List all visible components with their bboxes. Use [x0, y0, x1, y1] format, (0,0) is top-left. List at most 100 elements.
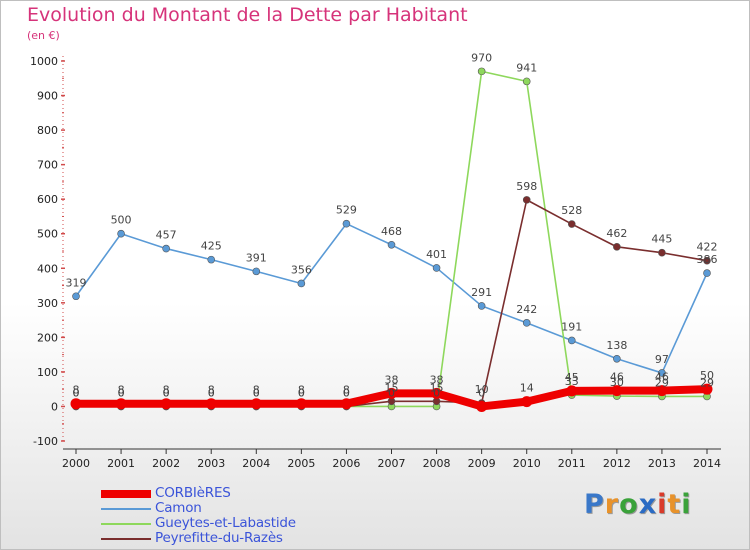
data-point-gueytes-et-labastide [477, 67, 486, 76]
data-label-corbi-res: 8 [343, 384, 350, 397]
data-label-peyrefitte-du-raz-s: 0 [163, 386, 170, 399]
data-point-camon [252, 267, 261, 276]
data-point-corbi-res [115, 398, 127, 410]
data-label-camon: 386 [697, 253, 718, 266]
legend-label-corbieres: CORBIèRES [155, 485, 231, 501]
data-point-camon [297, 279, 306, 288]
x-tick-label: 2008 [423, 457, 451, 470]
y-tick-label: 100 [37, 366, 58, 379]
y-tick-label: 300 [37, 297, 58, 310]
data-point-camon [387, 240, 396, 249]
data-label-peyrefitte-du-raz-s: 0 [118, 386, 125, 399]
logo-letter: t [667, 489, 682, 520]
data-label-camon: 401 [426, 248, 447, 261]
data-label-corbi-res: 14 [520, 382, 534, 395]
data-point-camon [207, 255, 216, 264]
data-label-gueytes-et-labastide: 29 [700, 376, 714, 389]
data-label-camon: 242 [516, 303, 537, 316]
data-label-gueytes-et-labastide: 970 [471, 51, 492, 64]
data-label-peyrefitte-du-raz-s: 462 [606, 227, 627, 240]
data-point-corbi-res [611, 385, 623, 397]
x-tick-label: 2009 [468, 457, 496, 470]
data-labels-layer: 3195004574253913565294684012912421911389… [66, 51, 718, 399]
data-label-gueytes-et-labastide: 0 [433, 386, 440, 399]
x-tick-label: 2001 [107, 457, 135, 470]
legend-swatch-gueytes [101, 523, 151, 525]
data-label-corbi-res: 45 [565, 371, 579, 384]
data-label-corbi-res: 8 [253, 384, 260, 397]
data-point-corbi-res [160, 398, 172, 410]
x-tick-label: 2006 [332, 457, 360, 470]
data-label-corbi-res: 8 [163, 384, 170, 397]
x-tick-label: 2004 [242, 457, 270, 470]
data-point-corbi-res [656, 385, 668, 397]
y-tick-label: 1000 [30, 55, 58, 68]
x-tick-label: 2000 [62, 457, 90, 470]
y-tick-label: 800 [37, 124, 58, 137]
data-point-camon [117, 229, 125, 238]
data-label-corbi-res: 46 [610, 371, 624, 384]
data-point-camon [342, 219, 351, 228]
data-label-corbi-res: 46 [655, 371, 669, 384]
data-point-corbi-res [340, 398, 352, 410]
data-label-camon: 529 [336, 204, 357, 217]
data-label-gueytes-et-labastide: 29 [655, 376, 669, 389]
data-label-gueytes-et-labastide: 30 [610, 376, 624, 389]
data-label-camon: 97 [655, 353, 669, 366]
legend-swatch-peyrefitte [101, 538, 151, 540]
x-tick-label: 2003 [197, 457, 225, 470]
data-point-peyrefitte-du-raz-s [658, 248, 666, 257]
data-label-gueytes-et-labastide: 0 [298, 386, 305, 399]
data-label-corbi-res: 8 [208, 384, 215, 397]
data-point-corbi-res [205, 398, 217, 410]
data-label-peyrefitte-du-raz-s: 10 [475, 383, 489, 396]
y-tick-label: 500 [37, 228, 58, 241]
data-point-peyrefitte-du-raz-s [567, 220, 576, 228]
data-point-corbi-res [431, 387, 443, 399]
data-label-camon: 391 [246, 251, 267, 264]
data-label-peyrefitte-du-raz-s: 528 [561, 204, 582, 217]
data-point-corbi-res [295, 398, 307, 410]
proxiti-logo: Proxiti [584, 489, 692, 520]
logo-letter: i [681, 489, 692, 520]
legend-label-gueytes: Gueytes-et-Labastide [155, 515, 296, 531]
data-point-peyrefitte-du-raz-s [703, 256, 711, 265]
y-tick-label: 700 [37, 159, 58, 172]
chart-axes: -100010020030040050060070080090010002000… [30, 55, 721, 470]
data-label-gueytes-et-labastide: 0 [73, 386, 80, 399]
x-tick-label: 2014 [693, 457, 721, 470]
data-point-corbi-res [70, 398, 82, 410]
data-point-camon [567, 336, 576, 345]
data-point-corbi-res [476, 400, 488, 412]
data-point-camon [72, 292, 80, 301]
data-label-peyrefitte-du-raz-s: 15 [385, 381, 399, 394]
data-point-corbi-res [250, 398, 262, 410]
data-label-peyrefitte-du-raz-s: 15 [430, 381, 444, 394]
data-point-camon [477, 302, 486, 310]
data-label-camon: 191 [561, 320, 582, 333]
data-label-corbi-res: 38 [430, 373, 444, 386]
data-label-gueytes-et-labastide: 941 [516, 61, 537, 74]
legend-swatch-corbieres [101, 490, 151, 498]
y-tick-label: 900 [37, 90, 58, 103]
data-label-camon: 138 [606, 339, 627, 352]
logo-letter: x [638, 489, 658, 520]
x-tick-label: 2011 [558, 457, 586, 470]
data-point-gueytes-et-labastide [522, 77, 531, 86]
data-label-peyrefitte-du-raz-s: 422 [697, 241, 718, 254]
logo-letter: P [584, 489, 605, 520]
data-label-peyrefitte-du-raz-s: 0 [298, 386, 305, 399]
data-label-camon: 319 [66, 276, 87, 289]
data-point-corbi-res [566, 385, 578, 397]
data-label-camon: 291 [471, 286, 492, 299]
data-label-gueytes-et-labastide: 0 [343, 386, 350, 399]
data-label-corbi-res: 50 [700, 369, 714, 382]
data-point-corbi-res [521, 396, 533, 408]
data-label-corbi-res: 8 [118, 384, 125, 397]
data-point-camon [613, 354, 621, 363]
x-tick-label: 2013 [648, 457, 676, 470]
data-label-camon: 468 [381, 225, 402, 238]
data-label-peyrefitte-du-raz-s: 445 [651, 233, 672, 246]
